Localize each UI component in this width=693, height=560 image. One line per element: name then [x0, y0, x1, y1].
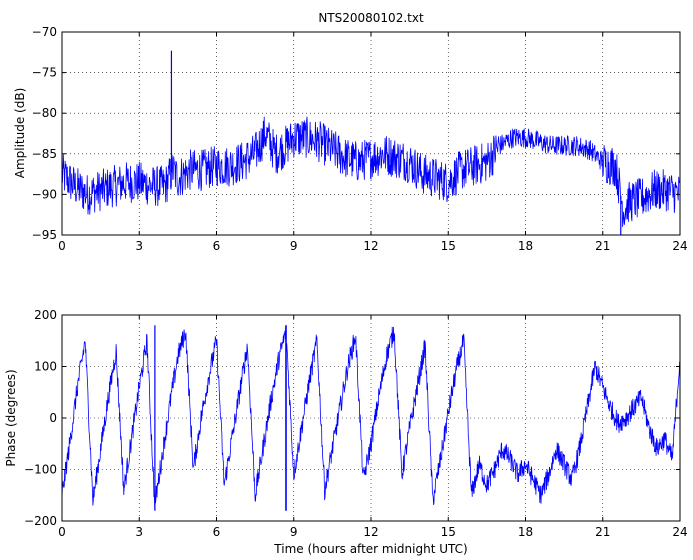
x-tick-label: 9 — [290, 525, 298, 539]
y-tick-label: −75 — [32, 66, 57, 80]
x-tick-label: 9 — [290, 239, 298, 253]
x-tick-label: 24 — [672, 239, 687, 253]
amplitude-series — [61, 50, 681, 235]
phase-plot: 0 3 6 9 12 15 18 21 24 −200 −100 0 100 200 Phase (deg… — [4, 308, 688, 556]
y-tick-label: −70 — [32, 25, 57, 39]
x-tick-label: 15 — [441, 525, 456, 539]
amplitude-title: NTS20080102.txt — [318, 11, 424, 25]
x-tick-label: 18 — [518, 239, 533, 253]
x-tick-label: 0 — [58, 239, 66, 253]
phase-ylabel: Phase (degrees) — [4, 369, 18, 466]
amplitude-axes-frame — [61, 31, 681, 236]
amplitude-line — [61, 116, 681, 227]
y-tick-label: 200 — [34, 308, 57, 322]
amplitude-axes-box — [61, 31, 681, 236]
phase-xlabel: Time (hours after midnight UTC) — [273, 542, 467, 556]
phase-grid — [62, 315, 680, 521]
phase-line — [61, 325, 681, 511]
x-tick-label: 18 — [518, 525, 533, 539]
y-tick-label: −100 — [24, 463, 57, 477]
phase-series — [61, 325, 681, 511]
y-tick-label: −95 — [32, 228, 57, 242]
y-tick-label: −85 — [32, 147, 57, 161]
x-tick-label: 6 — [213, 525, 221, 539]
x-tick-label: 12 — [363, 525, 378, 539]
y-tick-label: 0 — [49, 411, 57, 425]
amplitude-plot: 0 3 6 9 12 15 18 21 24 −95 −90 −85 −80 −75 −70 NTS2008… — [13, 11, 688, 253]
x-tick-label: 6 — [213, 239, 221, 253]
y-tick-label: −90 — [32, 187, 57, 201]
x-tick-label: 15 — [441, 239, 456, 253]
amplitude-ylabel: Amplitude (dB) — [13, 88, 27, 179]
y-tick-label: −200 — [24, 514, 57, 528]
x-tick-label: 24 — [672, 525, 687, 539]
amplitude-ticks: 0 3 6 9 12 15 18 21 24 −95 −90 −85 −80 −75 −70 — [32, 25, 688, 253]
phase-axes-frame — [61, 314, 681, 522]
x-tick-label: 3 — [135, 239, 143, 253]
y-tick-label: −80 — [32, 106, 57, 120]
x-tick-label: 21 — [595, 525, 610, 539]
phase-ticks: 0 3 6 9 12 15 18 21 24 −200 −100 0 100 200 — [24, 308, 688, 539]
x-tick-label: 12 — [363, 239, 378, 253]
amplitude-grid — [62, 32, 680, 235]
x-tick-label: 3 — [135, 525, 143, 539]
x-tick-label: 21 — [595, 239, 610, 253]
x-tick-label: 0 — [58, 525, 66, 539]
y-tick-label: 100 — [34, 360, 57, 374]
